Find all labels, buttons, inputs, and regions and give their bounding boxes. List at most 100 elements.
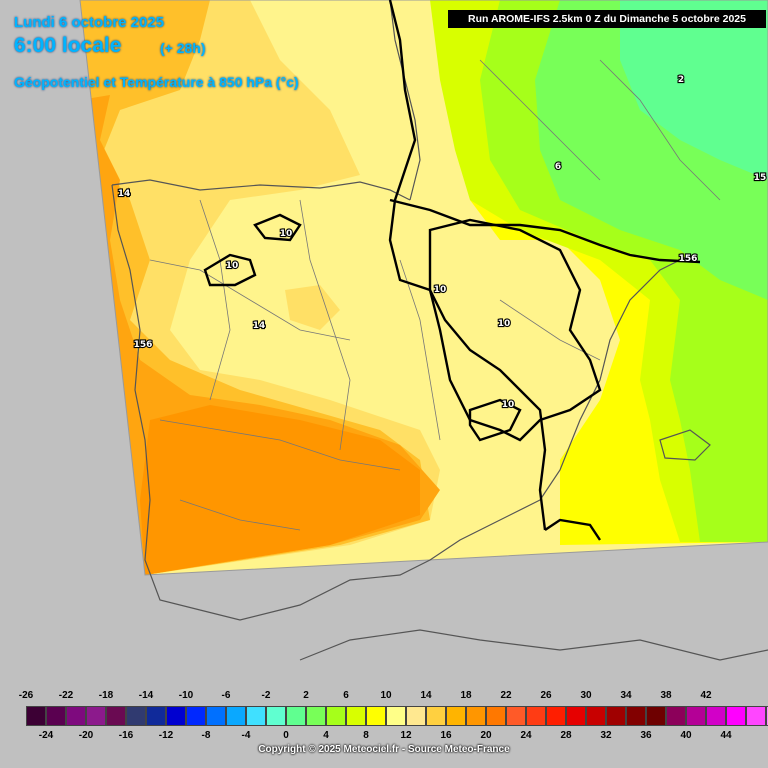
isoline-south [468,398,522,442]
temp-band-20 [140,405,420,575]
forecast-date: Lundi 6 octobre 2025 [14,14,165,31]
legend-bottom-label: 4 [323,730,329,741]
contour-label: 10 [502,400,515,410]
legend-top-label: -2 [261,690,271,701]
legend-swatch [26,706,46,726]
legend-bottom-label: 0 [283,730,289,741]
legend-bottom-label: 28 [560,730,572,741]
legend-swatch [86,706,106,726]
legend-swatch [226,706,246,726]
legend-bottom-label: 12 [400,730,412,741]
legend-swatch [586,706,606,726]
isoline-inner [428,218,602,442]
legend-swatch [446,706,466,726]
legend-swatch [726,706,746,726]
legend-top-label: 42 [700,690,712,701]
run-info-banner: Run AROME-IFS 2.5km 0 Z du Dimanche 5 oc… [448,10,766,28]
north-africa-coast [299,629,768,661]
legend-bottom-label: 24 [520,730,532,741]
iberia-north-coast [111,179,411,201]
isoline-east-tail [544,518,601,541]
legend-bottom-label: 8 [363,730,369,741]
legend-top-label: 26 [540,690,552,701]
region-borders [149,59,721,531]
iberia-east-coast [539,254,691,501]
legend-swatch [506,706,526,726]
contour-label: 10 [280,229,293,239]
legend-swatch [46,706,66,726]
legend-swatch [766,706,768,726]
legend-swatch [426,706,446,726]
legend-bottom-label: 44 [720,730,732,741]
legend-swatch [246,706,266,726]
legend-swatch [286,706,306,726]
legend-bottom-label: -24 [38,730,54,741]
temp-patch-12 [270,195,440,380]
legend-top-label: 38 [660,690,672,701]
forecast-parameter: Géopotentiel et Température à 850 hPa (°… [14,74,299,90]
contour-label: 10 [434,285,447,295]
contour-label: 2 [678,75,684,85]
legend-swatch [206,706,226,726]
legend-bottom-label: 32 [600,730,612,741]
legend-swatch [326,706,346,726]
temp-band-2 [620,0,768,180]
legend-bottom-label: -8 [201,730,211,741]
legend-bottom-label: -4 [241,730,251,741]
contour-label: 156 [134,340,153,350]
legend-swatch [366,706,386,726]
isoline-north [389,198,701,264]
legend-bottom-label: 20 [480,730,492,741]
legend-top-label: 18 [460,690,472,701]
legend-bottom-label: -12 [158,730,174,741]
contour-label: 156 [679,254,698,264]
contour-label: 14 [253,321,266,331]
forecast-time: 6:00 locale [14,34,122,57]
legend-top-label: -18 [98,690,114,701]
legend-swatch [486,706,506,726]
legend-top-label: -22 [58,690,74,701]
copyright-text: Copyright © 2025 Meteociel.fr - Source M… [258,744,510,755]
legend-top-label: 22 [500,690,512,701]
legend-swatch [686,706,706,726]
color-legend: -26 -22 -18 -14 -10 -6 -2 2 6 10 14 18 22 26 30 34 38 42 … [0,680,768,768]
legend-top-label: 34 [620,690,632,701]
isoline-galicia [203,253,257,287]
legend-top-label: -10 [178,690,194,701]
legend-bottom-label: -16 [118,730,134,741]
legend-swatch [526,706,546,726]
coastlines [111,0,768,661]
legend-swatch [466,706,486,726]
legend-swatch [306,706,326,726]
legend-swatch [106,706,126,726]
legend-top-label: -26 [18,690,34,701]
legend-top-label: 30 [580,690,592,701]
legend-bottom-label: 36 [640,730,652,741]
legend-top-label: 6 [343,690,349,701]
contour-label: 6 [555,162,561,172]
legend-swatch [346,706,366,726]
legend-swatch [146,706,166,726]
legend-bottom-label: 40 [680,730,692,741]
contour-label: 10 [498,319,511,329]
iberia-south-coast [199,499,541,621]
geopotential-isolines [203,0,701,541]
legend-swatch [606,706,626,726]
legend-top-label: -6 [221,690,231,701]
legend-bottom-label: -20 [78,730,94,741]
legend-swatch [66,706,86,726]
legend-swatch [186,706,206,726]
contour-label: 14 [118,189,131,199]
contour-labels: 14 10 10 14 156 10 10 10 6 2 156 15 [117,74,768,411]
contour-label: 15 [754,173,767,183]
isoline-cantabria [253,213,302,242]
legend-swatch [406,706,426,726]
legend-swatch [706,706,726,726]
legend-top-label: 10 [380,690,392,701]
mallorca [659,429,711,461]
domain-boundary [79,0,768,576]
legend-swatch [126,706,146,726]
legend-bottom-label: 16 [440,730,452,741]
